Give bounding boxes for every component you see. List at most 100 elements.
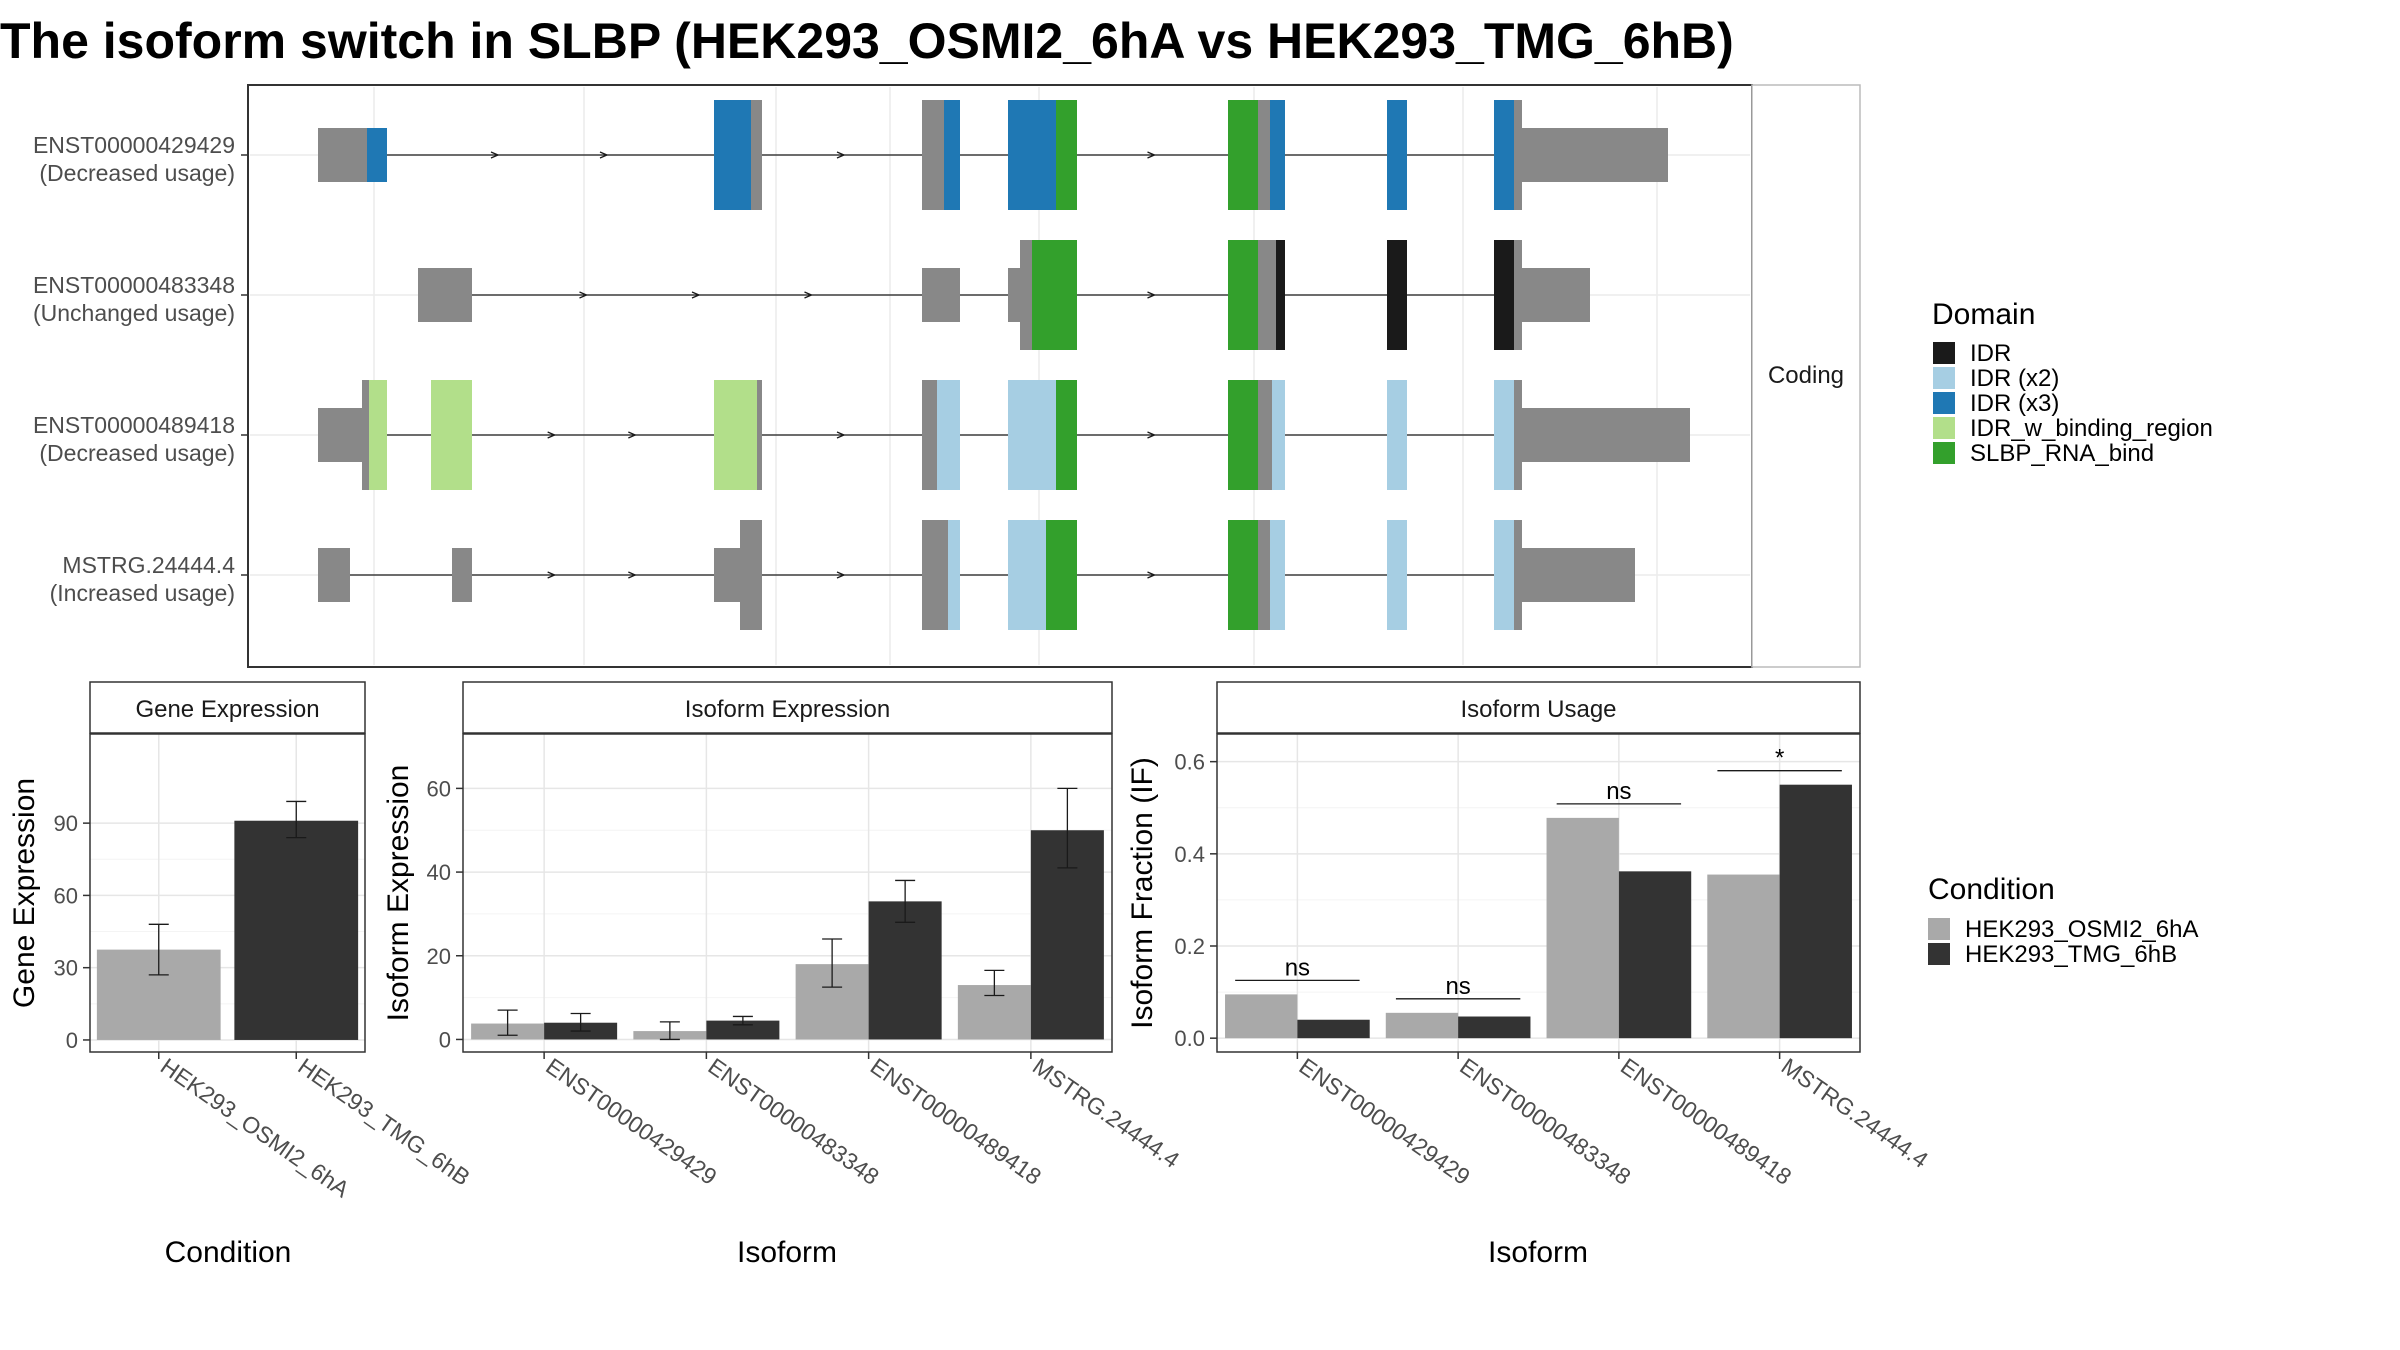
y-tick-label: 0.2 (1174, 934, 1205, 959)
exon-segment (1008, 268, 1020, 322)
exon-segment (1514, 100, 1522, 210)
exon-segment (1228, 100, 1258, 210)
structure-strip-border (1751, 84, 1861, 668)
y-axis-title: Isoform Fraction (IF) (1126, 757, 1159, 1029)
bar (1458, 1016, 1531, 1039)
exon-segment (1522, 548, 1635, 602)
exon-segment (452, 548, 472, 602)
exon-segment (318, 408, 362, 462)
x-tick-label: ENST00000429429 (1295, 1053, 1475, 1190)
domain-legend-label: IDR (x3) (1970, 390, 2059, 417)
intron-direction-arrow (836, 571, 846, 579)
domain-legend-key (1933, 342, 1955, 364)
exon-segment (1258, 240, 1276, 350)
intron-direction-arrow (628, 571, 637, 579)
isoform-id-label: ENST00000429429 (33, 132, 235, 158)
intron-direction-arrow (547, 571, 557, 579)
x-axis-title: Isoform (1488, 1236, 1588, 1269)
exon-segment (1228, 380, 1258, 490)
bar (234, 820, 359, 1040)
y-tick-label: 60 (427, 776, 451, 801)
exon-segment (714, 548, 740, 602)
y-tick-label: 30 (54, 956, 78, 981)
isoform-id-label: ENST00000483348 (33, 272, 235, 298)
isoform-id-label: ENST00000489418 (33, 412, 235, 438)
exon-segment (1514, 240, 1522, 350)
exon-segment (751, 100, 762, 210)
panel-strip-title: Isoform Usage (1460, 696, 1616, 723)
intron-direction-arrow (1147, 571, 1157, 579)
bar (1707, 874, 1780, 1039)
domain-legend-key (1933, 367, 1955, 389)
exon-segment (1008, 100, 1056, 210)
y-axis-title: Isoform Expression (382, 765, 415, 1022)
exon-segment (1032, 240, 1077, 350)
structure-facet-label: Coding (1768, 362, 1844, 389)
bar-chart-panel: Isoform Usage 0.0 0.2 0.4 0.6 ns ns ns * ENST0000… (1126, 681, 1933, 1269)
exon-segment (1522, 128, 1668, 182)
exon-segment (418, 268, 472, 322)
y-tick-label: 40 (427, 860, 451, 885)
domain-legend-key (1933, 442, 1955, 464)
x-axis-title: Condition (165, 1236, 292, 1269)
exon-segment (1387, 240, 1407, 350)
y-tick-label: 0.6 (1174, 750, 1205, 775)
exon-segment (1522, 408, 1690, 462)
x-tick-label: ENST00000489418 (866, 1053, 1046, 1190)
exon-segment (362, 380, 369, 490)
x-tick-label: ENST00000429429 (541, 1053, 721, 1190)
exon-segment (944, 100, 960, 210)
x-tick-label: ENST00000483348 (1455, 1053, 1635, 1190)
exon-segment (714, 100, 751, 210)
exon-segment (1387, 100, 1407, 210)
y-tick-label: 0 (439, 1027, 451, 1052)
exon-segment (714, 380, 757, 490)
domain-legend-label: IDR_w_binding_region (1970, 415, 2213, 442)
exon-segment (922, 268, 960, 322)
significance-label: * (1775, 745, 1784, 772)
x-tick-label: ENST00000489418 (1616, 1053, 1796, 1190)
exon-segment (1494, 380, 1514, 490)
bar (1618, 871, 1692, 1039)
y-tick-label: 0 (66, 1028, 78, 1053)
exon-segment (1387, 520, 1407, 630)
bar (706, 1020, 780, 1040)
x-tick-label: MSTRG.24444.4 (1028, 1053, 1184, 1173)
exon-segment (922, 100, 944, 210)
bar-chart-panel: Isoform Expression 0 20 40 60 ENST00000429429… (382, 681, 1184, 1269)
exon-segment (1056, 100, 1077, 210)
exon-segment (1494, 100, 1514, 210)
panel-strip-title: Isoform Expression (685, 696, 890, 723)
domain-legend-key (1933, 417, 1955, 439)
isoform-usage-label: (Decreased usage) (39, 160, 235, 186)
exon-segment (1008, 520, 1046, 630)
exon-segment (1020, 240, 1032, 350)
isoform-usage-label: (Decreased usage) (39, 440, 235, 466)
exon-segment (1008, 380, 1056, 490)
exon-segment (1522, 268, 1590, 322)
intron-direction-arrow (490, 151, 500, 159)
y-tick-label: 0.0 (1174, 1026, 1205, 1051)
y-axis-title: Gene Expression (8, 778, 41, 1008)
exon-segment (937, 380, 960, 490)
domain-legend-label: IDR (1970, 340, 2011, 367)
exon-segment (740, 520, 762, 630)
intron-direction-arrow (691, 291, 701, 299)
exon-segment (318, 128, 367, 182)
panel-border (462, 733, 1113, 1053)
intron-direction-arrow (1147, 291, 1157, 299)
bar (1546, 817, 1619, 1039)
figure-title: The isoform switch in SLBP (HEK293_OSMI2… (0, 13, 1734, 69)
condition-legend-key (1928, 943, 1950, 965)
y-tick-label: 90 (54, 811, 78, 836)
domain-legend-label: SLBP_RNA_bind (1970, 440, 2154, 467)
panel-strip-title: Gene Expression (135, 696, 319, 723)
exon-segment (1276, 240, 1285, 350)
exon-segment (1046, 520, 1077, 630)
significance-label: ns (1285, 954, 1310, 981)
bar (1297, 1019, 1370, 1039)
intron-direction-arrow (836, 151, 846, 159)
exon-segment (1494, 520, 1514, 630)
